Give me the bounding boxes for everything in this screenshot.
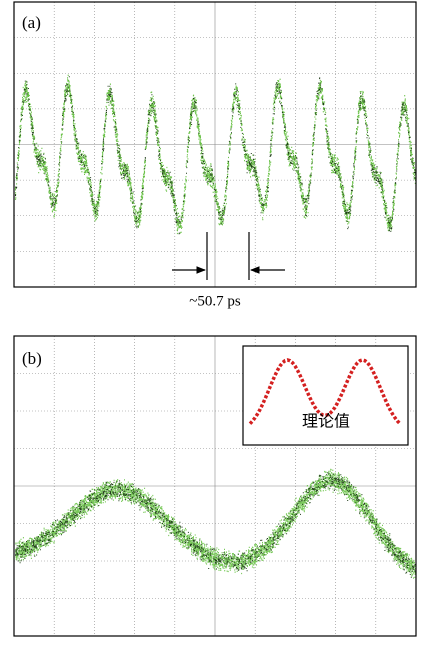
traces xyxy=(15,75,416,578)
inset-label: 理论值 xyxy=(302,412,350,431)
figure: (a) ~50.7 ps (b) 理论值 xyxy=(0,0,430,644)
grid-a xyxy=(14,2,416,287)
trace xyxy=(15,75,416,233)
caption: ~50.7 ps xyxy=(189,293,241,309)
panel-label: (b) xyxy=(22,349,42,368)
panel-label: (a) xyxy=(22,13,41,32)
page: (a) ~50.7 ps (b) 理论值 (() => { const data… xyxy=(0,0,430,649)
